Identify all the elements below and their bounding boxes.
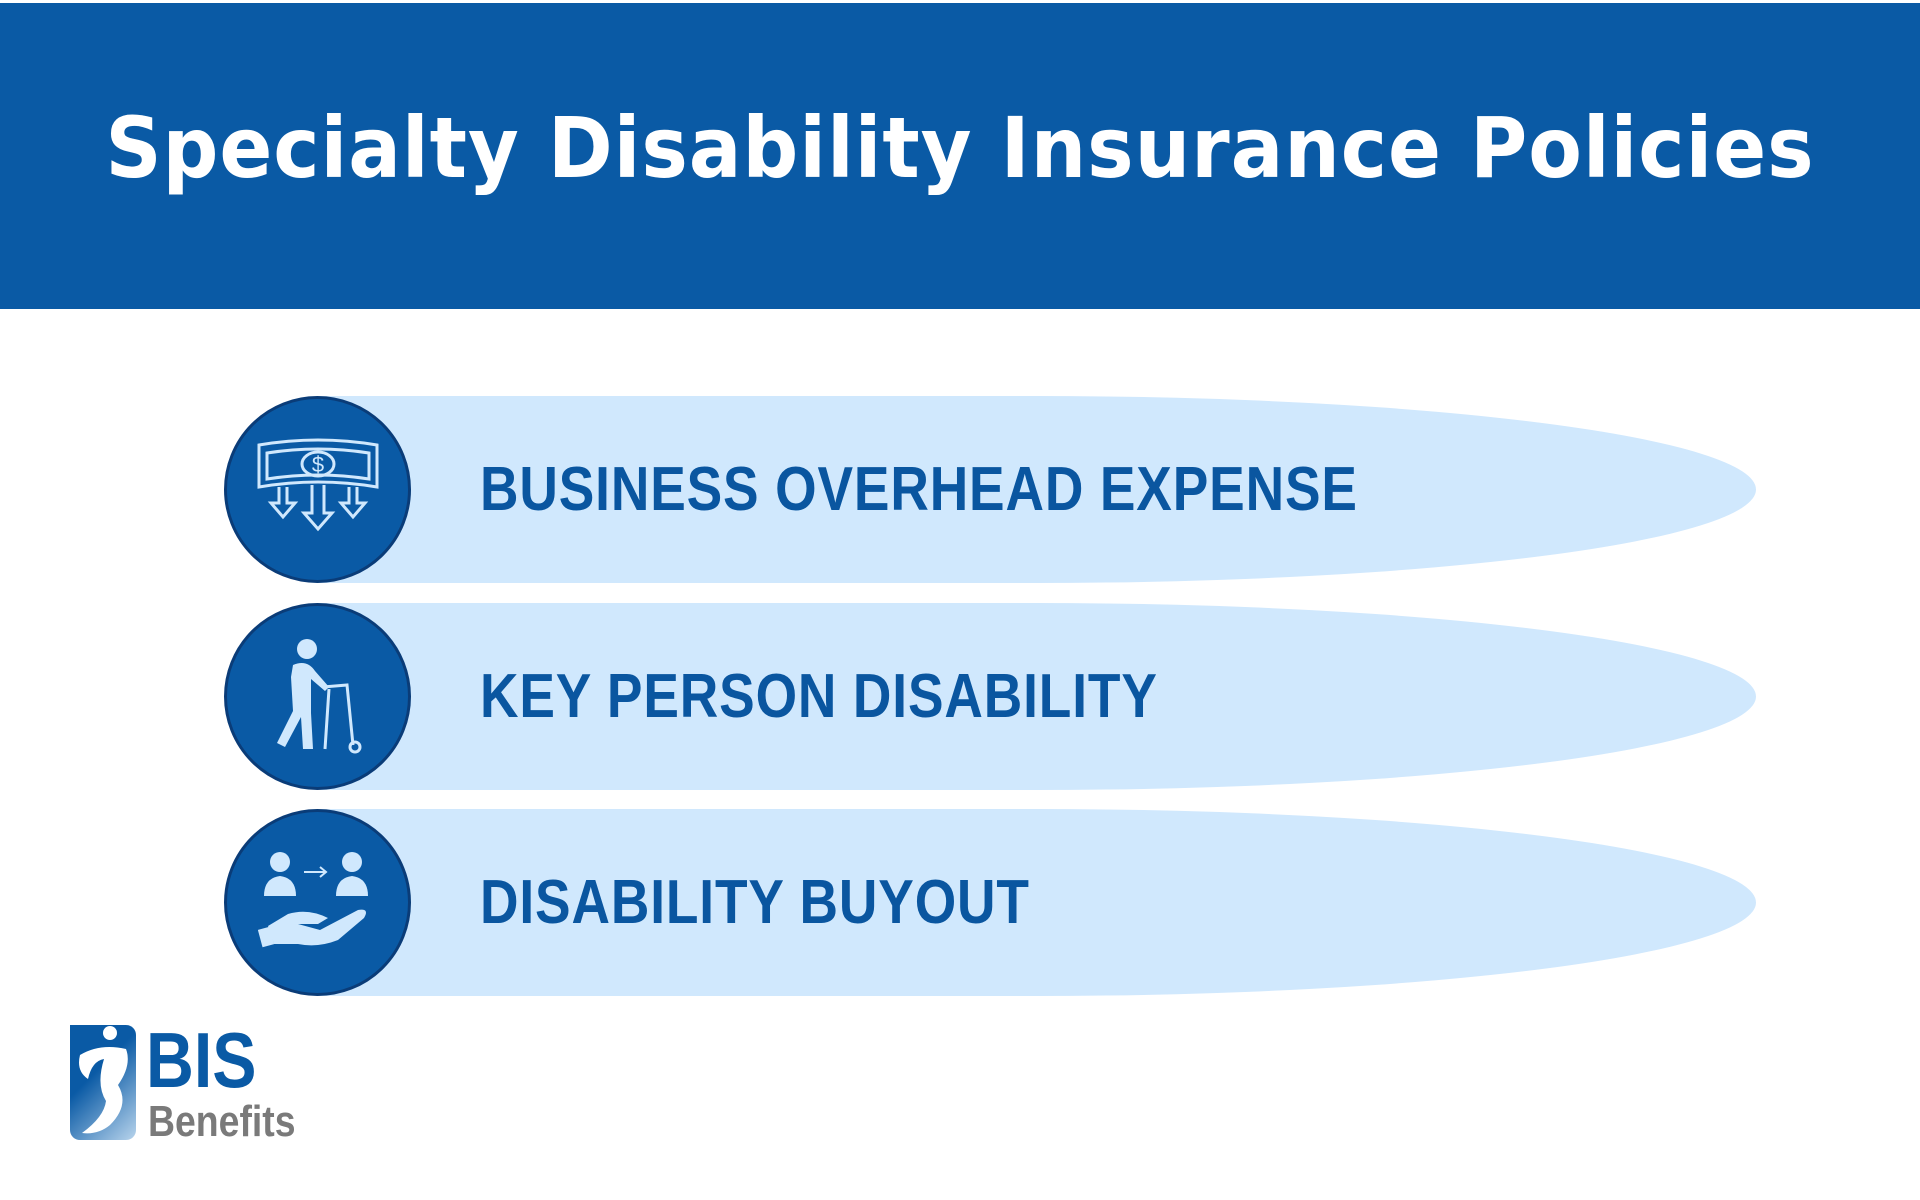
svg-text:$: $ <box>311 452 323 477</box>
page-title: Specialty Disability Insurance Policies <box>105 99 1815 197</box>
item-label: DISABILITY BUYOUT <box>480 868 1030 937</box>
list-item-disability-buyout: DISABILITY BUYOUT <box>224 809 1756 996</box>
runner-logo-icon <box>70 1025 136 1140</box>
item-pill <box>316 396 1756 583</box>
list-item-business-overhead: $ BUSINESS OVERHEAD EXPENSE <box>224 396 1756 583</box>
logo-text-bis: BIS <box>146 1016 257 1104</box>
item-pill <box>316 603 1756 790</box>
people-transfer-hand-icon <box>224 809 411 996</box>
item-label: BUSINESS OVERHEAD EXPENSE <box>480 455 1358 524</box>
item-label: KEY PERSON DISABILITY <box>480 662 1158 731</box>
bis-benefits-logo: BIS Benefits <box>70 1016 320 1146</box>
money-down-arrows-icon: $ <box>224 396 411 583</box>
item-pill <box>316 809 1756 996</box>
logo-text-benefits: Benefits <box>148 1097 296 1146</box>
header-banner: Specialty Disability Insurance Policies <box>0 3 1920 309</box>
list-item-key-person: KEY PERSON DISABILITY <box>224 603 1756 790</box>
person-walker-icon <box>224 603 411 790</box>
